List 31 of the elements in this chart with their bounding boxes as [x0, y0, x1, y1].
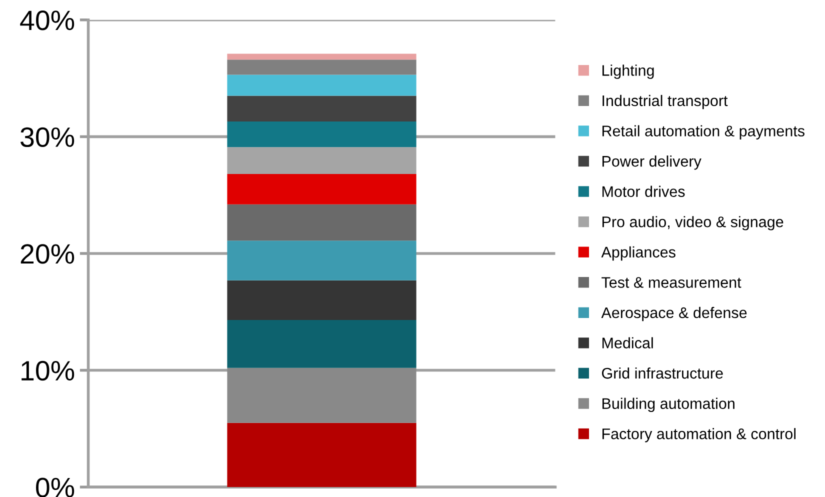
y-tick-label: 30% — [20, 127, 74, 148]
y-tick-label: 20% — [20, 244, 74, 264]
legend-label: Appliances — [601, 246, 676, 261]
legend-label: Factory automation & control — [602, 428, 796, 442]
legend-label: Grid infrastructure — [602, 367, 723, 379]
bar — [227, 121, 416, 148]
legend-label: Power delivery — [602, 156, 702, 170]
bar — [227, 204, 416, 241]
bar — [227, 368, 416, 423]
legend-label: Test & measurement — [602, 277, 742, 288]
y-tick-label: 0% — [36, 478, 74, 497]
legend-label: Medical — [602, 337, 653, 348]
legend-label: Lighting — [602, 64, 654, 79]
bar — [227, 422, 416, 488]
bar — [227, 96, 416, 122]
legend-label: Industrial transport — [602, 94, 728, 110]
bar — [227, 147, 416, 174]
legend-label: Retail automation & payments — [602, 125, 804, 140]
legend-label: Pro audio, video & signage — [602, 216, 784, 230]
legend-label: Motor drives — [602, 186, 685, 198]
bar — [227, 280, 416, 320]
y-tick-label: 40% — [20, 10, 74, 30]
legend-label: Building automation — [602, 398, 734, 412]
bar — [227, 74, 416, 96]
y-tick-label: 10% — [22, 360, 74, 381]
bar — [227, 54, 416, 60]
bar — [227, 240, 416, 280]
legend-label: Aerospace & defense — [601, 306, 747, 322]
bar — [227, 320, 416, 368]
bar — [227, 174, 416, 204]
bar — [227, 60, 416, 75]
